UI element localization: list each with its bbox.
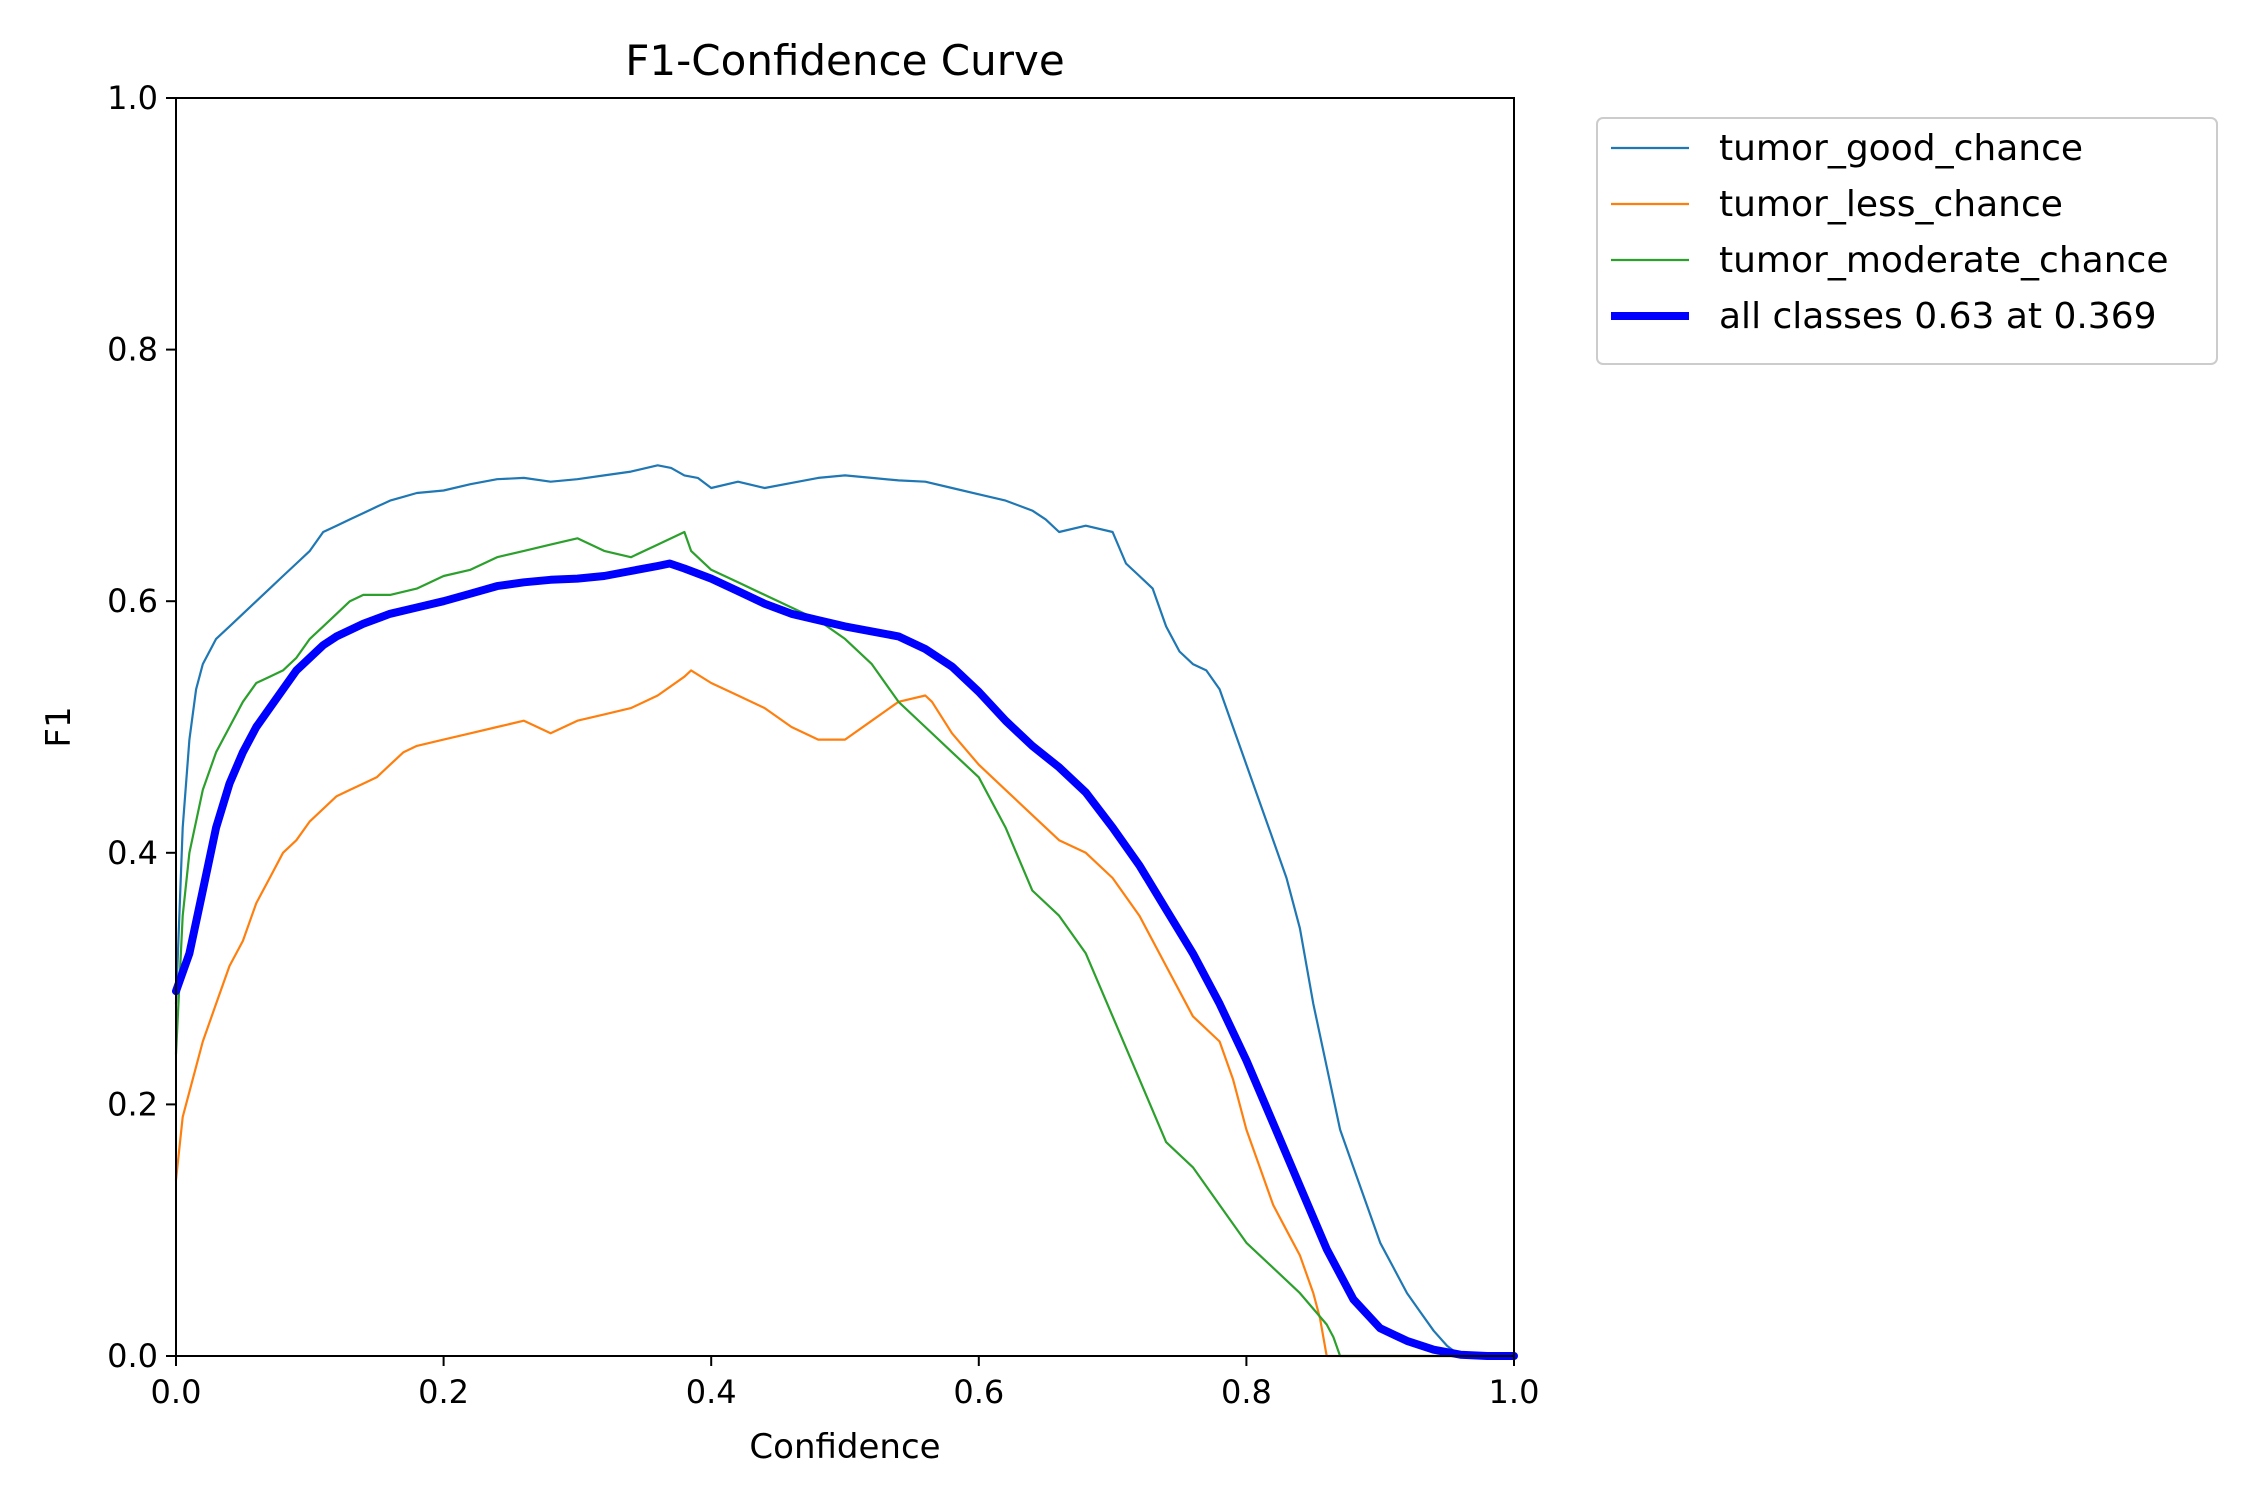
x-axis-label: Confidence (749, 1427, 940, 1467)
series-line-2 (174, 530, 1516, 1358)
x-tick-label: 0.6 (953, 1373, 1004, 1411)
y-tick-label: 0.2 (107, 1085, 158, 1123)
x-tick-label: 0.4 (686, 1373, 737, 1411)
series-line-0 (174, 464, 1516, 1358)
x-axis-ticks: 0.0 0.2 0.4 0.6 0.8 1.0 (151, 1356, 1540, 1411)
y-axis-label: F1 (39, 706, 79, 747)
legend-label-2: tumor_moderate_chance (1719, 240, 2168, 281)
series-line-1 (174, 669, 1516, 1358)
plot-area-background (176, 98, 1514, 1356)
legend-label-1: tumor_less_chance (1719, 184, 2063, 225)
x-tick-label: 0.2 (418, 1373, 469, 1411)
x-tick-label: 0.0 (151, 1373, 202, 1411)
y-tick-label: 0.8 (107, 331, 158, 369)
legend-label-3: all classes 0.63 at 0.369 (1719, 296, 2157, 337)
x-tick-label: 1.0 (1489, 1373, 1540, 1411)
plot-area-frame (175, 97, 1515, 1357)
y-tick-label: 0.0 (107, 1337, 158, 1375)
y-tick-label: 1.0 (107, 79, 158, 117)
legend: tumor_good_chance tumor_less_chance tumor_… (1596, 117, 2218, 365)
y-tick-label: 0.6 (107, 582, 158, 620)
y-axis-ticks: 0.0 0.2 0.4 0.6 0.8 1.0 (107, 79, 176, 1375)
y-tick-label: 0.4 (107, 834, 158, 872)
chart-title: F1-Confidence Curve (625, 36, 1064, 85)
x-tick-label: 0.8 (1221, 1373, 1272, 1411)
series-line-3 (172, 559, 1518, 1360)
legend-box (1596, 117, 2218, 365)
series-layer (172, 464, 1518, 1360)
legend-label-0: tumor_good_chance (1719, 128, 2083, 169)
